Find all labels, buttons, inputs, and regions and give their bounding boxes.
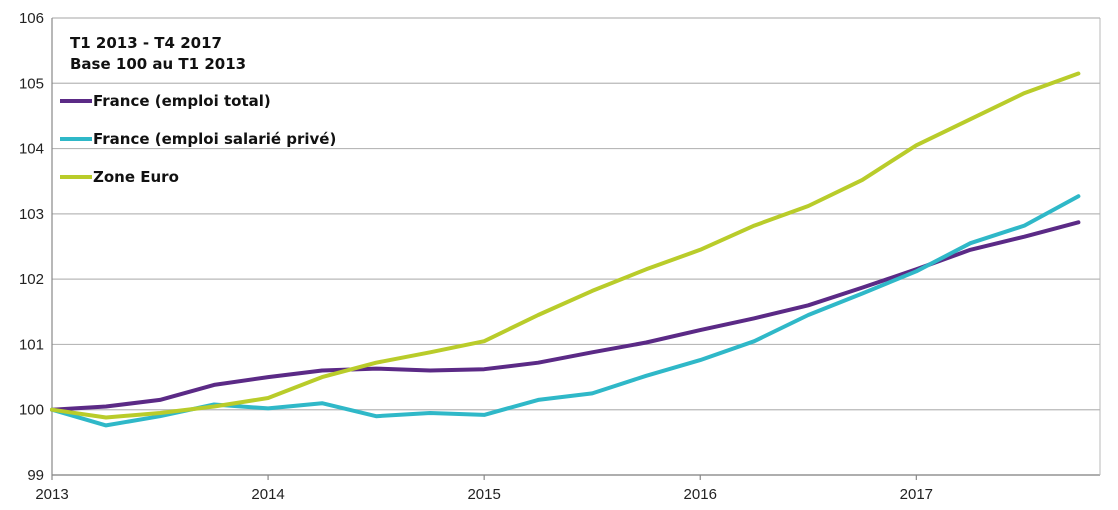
legend: T1 2013 - T4 2017 Base 100 au T1 2013 Fr…	[60, 34, 336, 186]
y-tick-label: 104	[19, 141, 44, 158]
series-lines	[50, 71, 1081, 428]
y-tick-label: 106	[19, 10, 44, 27]
y-tick-label: 99	[27, 467, 44, 484]
chart-title: T1 2013 - T4 2017	[70, 34, 222, 52]
x-tick-label: 2014	[251, 486, 284, 503]
axes: 99 100 101 102 103 104 105 106 2013 2014 2015 2016 2…	[19, 10, 1101, 503]
x-tick-label: 2017	[900, 486, 933, 503]
series-line-france-emploi-total	[50, 220, 1081, 412]
chart-subtitle: Base 100 au T1 2013	[70, 55, 246, 73]
y-tick-label: 103	[19, 206, 44, 223]
y-tick-label: 105	[19, 75, 44, 92]
series-line-zone-euro	[50, 71, 1081, 420]
legend-label-zone-euro: Zone Euro	[93, 168, 179, 186]
y-tick-label: 102	[19, 271, 44, 288]
series-line-france-emploi-salarie-prive	[50, 194, 1081, 428]
x-tick-label: 2016	[684, 486, 717, 503]
x-tick-label: 2013	[35, 486, 68, 503]
y-tick-label: 100	[19, 402, 44, 419]
x-tick-label: 2015	[467, 486, 500, 503]
legend-label-france-emploi-total: France (emploi total)	[93, 92, 271, 110]
legend-label-france-emploi-salarie-prive: France (emploi salarié privé)	[93, 130, 336, 148]
y-tick-label: 101	[19, 336, 44, 353]
gridlines	[52, 17, 1100, 476]
